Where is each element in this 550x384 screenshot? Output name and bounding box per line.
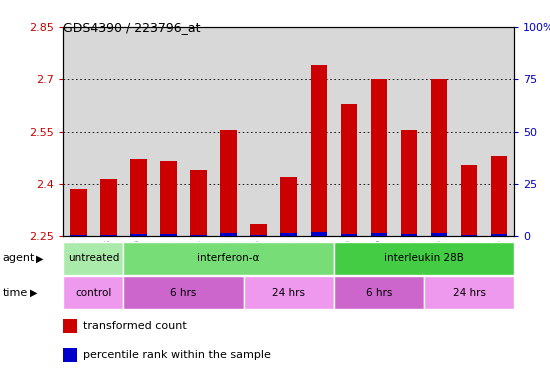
Text: agent: agent — [3, 253, 35, 263]
Bar — [130, 234, 147, 236]
Text: interferon-α: interferon-α — [197, 253, 260, 263]
Bar — [280, 177, 297, 236]
Bar — [130, 159, 147, 236]
Bar — [491, 156, 508, 236]
Bar — [70, 189, 86, 236]
Bar — [221, 130, 237, 236]
Bar — [190, 235, 207, 236]
Bar — [340, 234, 357, 236]
Bar — [280, 233, 297, 236]
Bar — [371, 79, 387, 236]
Text: control: control — [75, 288, 112, 298]
Bar — [190, 170, 207, 236]
Bar — [100, 235, 117, 236]
Text: 24 hrs: 24 hrs — [272, 288, 305, 298]
Bar — [340, 104, 357, 236]
Text: 6 hrs: 6 hrs — [170, 288, 197, 298]
Bar — [431, 233, 447, 236]
Bar — [311, 232, 327, 236]
Bar — [401, 130, 417, 236]
Text: transformed count: transformed count — [82, 321, 186, 331]
Bar — [371, 233, 387, 236]
Text: time: time — [3, 288, 28, 298]
Bar — [461, 165, 477, 236]
Bar — [160, 161, 177, 236]
Text: untreated: untreated — [68, 253, 119, 263]
Bar — [244, 276, 334, 309]
Bar — [63, 242, 123, 275]
Bar — [491, 234, 508, 236]
Bar — [250, 224, 267, 236]
Bar — [311, 65, 327, 236]
Bar — [334, 276, 424, 309]
Text: percentile rank within the sample: percentile rank within the sample — [82, 350, 271, 360]
Bar — [221, 233, 237, 236]
Bar — [63, 276, 123, 309]
Text: 24 hrs: 24 hrs — [453, 288, 486, 298]
Bar — [123, 242, 334, 275]
Bar — [431, 79, 447, 236]
Text: ▶: ▶ — [30, 288, 38, 298]
Bar — [70, 235, 86, 236]
Bar — [100, 179, 117, 236]
Text: ▶: ▶ — [36, 253, 43, 263]
Bar — [461, 235, 477, 236]
Bar — [401, 234, 417, 236]
Bar — [160, 234, 177, 236]
Bar — [250, 235, 267, 236]
Bar — [123, 276, 244, 309]
Bar — [334, 242, 514, 275]
Text: GDS4390 / 223796_at: GDS4390 / 223796_at — [63, 21, 201, 34]
Text: 6 hrs: 6 hrs — [366, 288, 392, 298]
Text: interleukin 28B: interleukin 28B — [384, 253, 464, 263]
Bar — [424, 276, 514, 309]
